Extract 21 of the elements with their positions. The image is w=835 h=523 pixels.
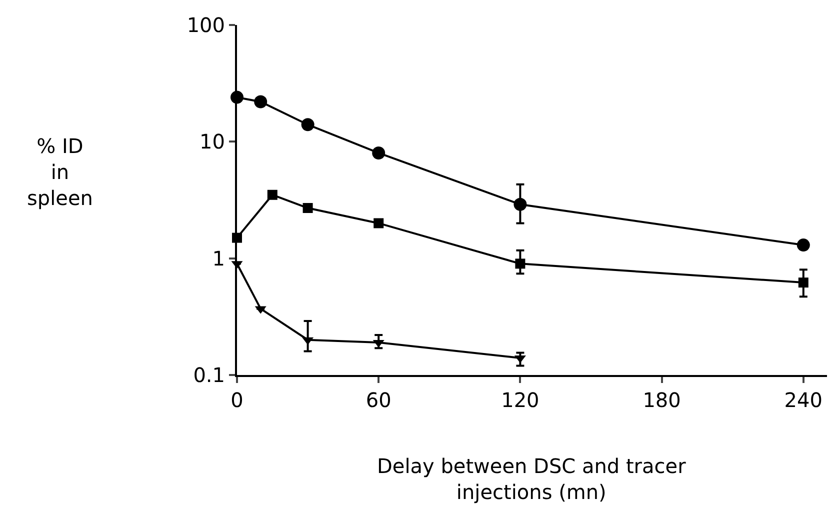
- y-tick-label: 10: [200, 130, 225, 154]
- x-axis-title: Delay between DSC and tracer injections (mn): [377, 454, 687, 504]
- point: [301, 118, 314, 132]
- x-tick-label: 120: [501, 388, 540, 412]
- y-tick-label: 0.1: [193, 363, 225, 387]
- y-tick-label: 1: [212, 246, 225, 270]
- y-axis-title: % ID in spleen: [27, 134, 93, 210]
- x-tick-label: 0: [230, 388, 244, 412]
- y-tick-label: 100: [186, 13, 225, 37]
- point: [515, 258, 526, 269]
- point: [372, 146, 386, 160]
- point: [302, 203, 313, 214]
- x-tick-label: 180: [642, 388, 681, 412]
- point: [798, 278, 808, 288]
- x-tick-label: 60: [366, 388, 392, 412]
- point: [254, 95, 268, 108]
- point: [514, 198, 527, 211]
- point: [796, 238, 810, 252]
- point: [374, 218, 384, 228]
- point: [267, 190, 278, 200]
- x-tick-label: 240: [784, 388, 822, 412]
